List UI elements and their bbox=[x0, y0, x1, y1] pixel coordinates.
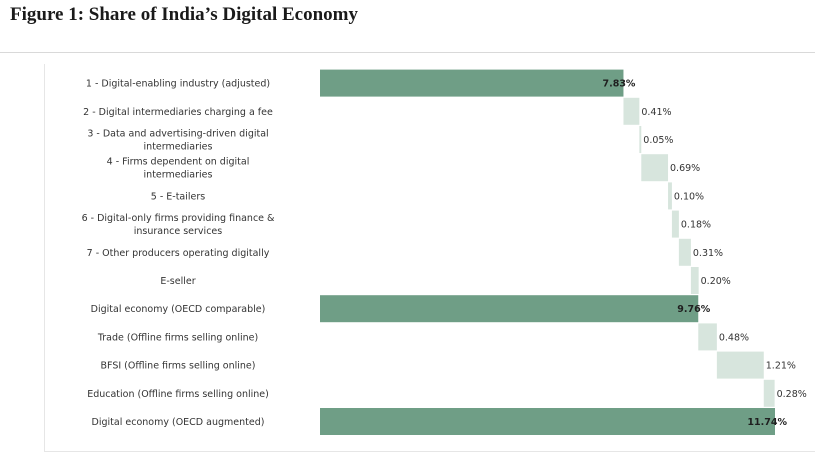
value-label-11: 1.21% bbox=[766, 361, 796, 372]
value-label-12: 0.28% bbox=[777, 389, 807, 400]
category-label-3-line-2: intermediaries bbox=[144, 142, 213, 153]
bar-2 bbox=[623, 97, 640, 125]
figure-title: Figure 1: Share of India’s Digital Econo… bbox=[10, 4, 358, 25]
bar-9 bbox=[320, 295, 699, 323]
value-label-1: 7.83% bbox=[602, 79, 635, 90]
category-label-8: E-seller bbox=[160, 276, 195, 287]
bar-13 bbox=[320, 408, 775, 435]
category-label-13: Digital economy (OECD augmented) bbox=[92, 417, 265, 428]
bar-8 bbox=[690, 267, 699, 294]
value-label-8: 0.20% bbox=[701, 276, 731, 287]
bar-5 bbox=[668, 182, 672, 210]
category-label-12: Education (Offline firms selling online) bbox=[87, 389, 269, 400]
category-label-4-line-2: intermediaries bbox=[144, 170, 213, 181]
bar-4 bbox=[641, 154, 669, 182]
value-label-6: 0.18% bbox=[681, 220, 711, 231]
value-label-9: 9.76% bbox=[677, 304, 710, 315]
bar-3 bbox=[639, 126, 642, 153]
bar-6 bbox=[671, 210, 679, 238]
value-label-3: 0.05% bbox=[643, 135, 673, 146]
category-label-1: 1 - Digital-enabling industry (adjusted) bbox=[86, 79, 270, 90]
value-label-13: 11.74% bbox=[747, 417, 787, 428]
category-label-5: 5 - E-tailers bbox=[151, 191, 206, 202]
bar-10 bbox=[698, 323, 717, 351]
value-label-4: 0.69% bbox=[670, 163, 700, 174]
category-label-6-line-1: 6 - Digital-only firms providing finance… bbox=[82, 213, 275, 224]
category-label-11: BFSI (Offline firms selling online) bbox=[101, 361, 256, 372]
category-label-3-line-1: 3 - Data and advertising-driven digital bbox=[87, 129, 268, 140]
value-label-7: 0.31% bbox=[693, 248, 723, 259]
category-label-10: Trade (Offline firms selling online) bbox=[97, 332, 258, 343]
bar-1 bbox=[320, 69, 624, 97]
category-label-7: 7 - Other producers operating digitally bbox=[87, 248, 270, 259]
category-label-4-line-1: 4 - Firms dependent on digital bbox=[107, 157, 250, 168]
bar-7 bbox=[678, 238, 691, 266]
value-label-10: 0.48% bbox=[719, 332, 749, 343]
bar-11 bbox=[716, 351, 764, 379]
value-label-2: 0.41% bbox=[641, 107, 671, 118]
category-label-9: Digital economy (OECD comparable) bbox=[91, 304, 266, 315]
category-label-2: 2 - Digital intermediaries charging a fe… bbox=[83, 107, 273, 118]
category-label-6-line-2: insurance services bbox=[134, 226, 222, 237]
chart-frame bbox=[44, 64, 815, 452]
bar-12 bbox=[763, 379, 775, 407]
value-label-5: 0.10% bbox=[674, 191, 704, 202]
title-divider bbox=[0, 52, 815, 53]
